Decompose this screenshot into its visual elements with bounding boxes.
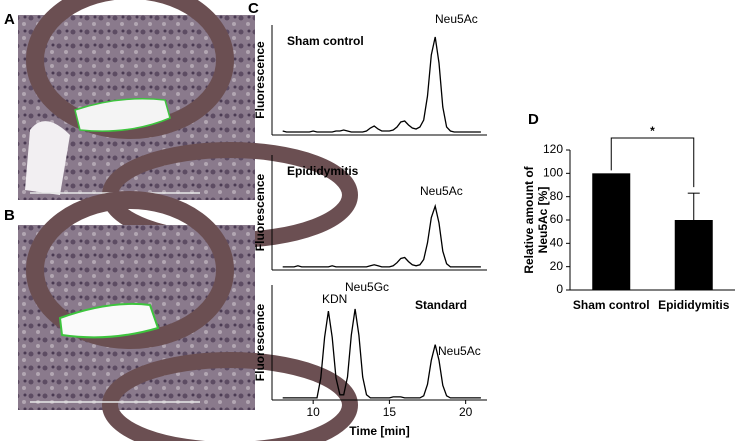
x-axis-label: Time [min] <box>349 424 409 438</box>
x-tick-label: Sham control <box>573 298 650 312</box>
peak-label: KDN <box>322 292 347 306</box>
peak-label: Neu5Ac <box>435 12 478 26</box>
y-tick-label: 100 <box>543 166 563 180</box>
bar <box>674 220 713 290</box>
x-tick-label: 10 <box>306 405 320 419</box>
x-tick-label: 15 <box>383 405 397 419</box>
peak-label: Neu5Ac <box>438 344 481 358</box>
trace <box>282 36 481 133</box>
x-tick-label: Epididymitis <box>658 298 730 312</box>
y-tick-label: 120 <box>543 142 563 156</box>
panel-title: Sham control <box>287 34 364 48</box>
panel-title: Standard <box>415 298 467 312</box>
significance-bracket <box>610 137 695 188</box>
bar <box>592 173 631 290</box>
panel-label: B <box>4 207 15 224</box>
x-tick-label: 20 <box>459 405 473 419</box>
y-axis-label: Fluorescence <box>253 173 267 251</box>
panel-label: A <box>4 11 15 28</box>
y-tick-label: 40 <box>550 236 564 250</box>
panel-title: Epididymitis <box>287 164 359 178</box>
panel-label: C <box>248 0 259 17</box>
y-axis-label: Fluorescence <box>253 303 267 381</box>
y-tick-label: 80 <box>550 189 564 203</box>
peak-label: Neu5Ac <box>420 184 463 198</box>
y-axis-label: Neu5Ac [%] <box>536 187 550 254</box>
y-tick-label: 0 <box>556 282 563 296</box>
trace <box>282 308 481 399</box>
peak-label: Neu5Gc <box>345 280 389 294</box>
panel-label: D <box>528 111 539 128</box>
y-tick-label: 60 <box>550 212 564 226</box>
y-axis-label: Relative amount of <box>522 165 536 273</box>
significance-label: * <box>650 124 655 138</box>
trace <box>282 203 481 268</box>
y-axis-label: Fluorescence <box>253 41 267 119</box>
micrograph-b <box>18 191 358 446</box>
y-tick-label: 20 <box>550 259 564 273</box>
